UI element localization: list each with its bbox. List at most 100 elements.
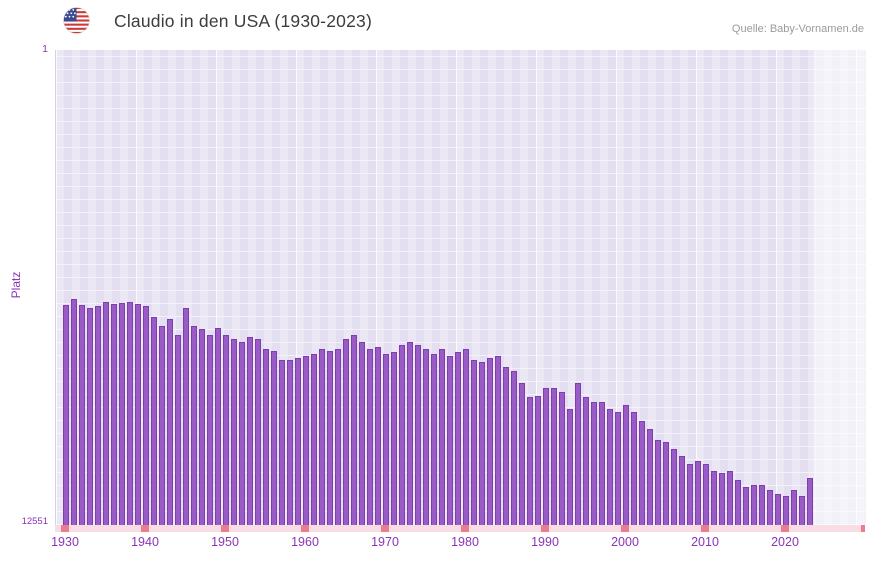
- bar-year-1933[interactable]: [87, 307, 93, 525]
- x-axis-label-1930: 1930: [51, 535, 79, 549]
- bar-year-1958[interactable]: [287, 359, 293, 525]
- bar-year-1988[interactable]: [527, 396, 533, 525]
- bar-year-1968[interactable]: [367, 349, 373, 525]
- bar-year-1949[interactable]: [215, 327, 221, 525]
- bar-year-1941[interactable]: [151, 316, 157, 525]
- bar-year-1952[interactable]: [239, 341, 245, 525]
- bar-year-1990[interactable]: [543, 388, 549, 525]
- bar-year-2008[interactable]: [687, 463, 693, 525]
- bar-year-2003[interactable]: [647, 428, 653, 525]
- bar-year-1992[interactable]: [559, 392, 565, 525]
- bar-year-1937[interactable]: [119, 302, 125, 525]
- bar-year-1931[interactable]: [71, 298, 77, 525]
- bar-year-1944[interactable]: [175, 335, 181, 525]
- bar-year-2020[interactable]: [783, 496, 789, 525]
- bar-year-1982[interactable]: [479, 361, 485, 525]
- bar-year-2015[interactable]: [743, 487, 749, 525]
- bar-year-1977[interactable]: [439, 349, 445, 525]
- bar-year-1966[interactable]: [351, 335, 357, 525]
- bar-year-2004[interactable]: [655, 439, 661, 525]
- bar-year-2014[interactable]: [735, 479, 741, 525]
- bar-year-1989[interactable]: [535, 395, 541, 525]
- bar-year-1965[interactable]: [343, 338, 349, 525]
- bar-year-1951[interactable]: [231, 338, 237, 525]
- bar-year-1955[interactable]: [263, 349, 269, 525]
- bar-year-1934[interactable]: [95, 306, 101, 525]
- bar-year-1957[interactable]: [279, 359, 285, 525]
- bar-year-2023[interactable]: [807, 477, 813, 525]
- bar-year-2000[interactable]: [623, 404, 629, 525]
- bar-year-1953[interactable]: [247, 337, 253, 525]
- bar-year-1940[interactable]: [143, 306, 149, 525]
- bar-year-1987[interactable]: [519, 382, 525, 525]
- bar-year-2001[interactable]: [631, 411, 637, 525]
- bar-year-1956[interactable]: [271, 350, 277, 525]
- bar-year-1943[interactable]: [167, 319, 173, 525]
- bar-year-1959[interactable]: [295, 357, 301, 525]
- bar-year-1947[interactable]: [199, 328, 205, 525]
- bar-year-1961[interactable]: [311, 354, 317, 525]
- x-axis-tick-1930: [61, 525, 69, 532]
- bar-year-1939[interactable]: [135, 303, 141, 525]
- bar-year-1997[interactable]: [599, 401, 605, 525]
- bar-year-1978[interactable]: [447, 356, 453, 525]
- bar-year-1946[interactable]: [191, 325, 197, 525]
- bar-year-2019[interactable]: [775, 494, 781, 525]
- bar-year-1938[interactable]: [127, 302, 133, 525]
- bar-year-2010[interactable]: [703, 463, 709, 525]
- bar-year-2016[interactable]: [751, 485, 757, 525]
- bar-year-1963[interactable]: [327, 350, 333, 525]
- bar-year-2022[interactable]: [799, 496, 805, 525]
- bar-year-1936[interactable]: [111, 303, 117, 525]
- chart-header: Claudio in den USA (1930-2023) Quelle: B…: [0, 0, 873, 46]
- plot-area[interactable]: [55, 50, 866, 525]
- bar-year-1964[interactable]: [335, 349, 341, 525]
- bar-year-2002[interactable]: [639, 420, 645, 525]
- bar-year-1945[interactable]: [183, 307, 189, 525]
- bar-year-2009[interactable]: [695, 461, 701, 525]
- bar-year-2005[interactable]: [663, 441, 669, 525]
- bar-year-1991[interactable]: [551, 388, 557, 525]
- bar-year-1996[interactable]: [591, 401, 597, 525]
- bar-year-1932[interactable]: [79, 305, 85, 525]
- bar-year-1972[interactable]: [399, 344, 405, 525]
- bar-year-1942[interactable]: [159, 325, 165, 525]
- bar-year-1935[interactable]: [103, 302, 109, 525]
- bar-year-1984[interactable]: [495, 355, 501, 525]
- bar-year-2017[interactable]: [759, 485, 765, 525]
- bar-year-1983[interactable]: [487, 357, 493, 525]
- bar-year-1974[interactable]: [415, 344, 421, 525]
- bar-year-1999[interactable]: [615, 411, 621, 525]
- bar-year-2006[interactable]: [671, 449, 677, 525]
- y-axis-min-label: 12551: [21, 516, 48, 527]
- bar-year-1998[interactable]: [607, 408, 613, 525]
- bar-year-1930[interactable]: [63, 305, 69, 525]
- bar-year-1986[interactable]: [511, 371, 517, 525]
- bar-year-1962[interactable]: [319, 349, 325, 525]
- bar-year-1967[interactable]: [359, 341, 365, 525]
- bar-year-2011[interactable]: [711, 470, 717, 525]
- bar-year-1981[interactable]: [471, 359, 477, 525]
- bar-year-2021[interactable]: [791, 489, 797, 525]
- bar-year-1980[interactable]: [463, 349, 469, 525]
- bar-year-1973[interactable]: [407, 341, 413, 525]
- bar-year-1970[interactable]: [383, 354, 389, 525]
- y-axis-max-label: 1: [42, 43, 48, 55]
- bar-year-1976[interactable]: [431, 354, 437, 525]
- bar-year-1971[interactable]: [391, 351, 397, 525]
- bar-year-2007[interactable]: [679, 456, 685, 525]
- bar-year-1948[interactable]: [207, 335, 213, 525]
- bar-year-1995[interactable]: [583, 396, 589, 525]
- bar-year-1994[interactable]: [575, 382, 581, 525]
- bar-year-1969[interactable]: [375, 346, 381, 525]
- bar-year-1954[interactable]: [255, 338, 261, 525]
- bar-year-1993[interactable]: [567, 408, 573, 525]
- bar-year-1975[interactable]: [423, 349, 429, 525]
- bar-year-1950[interactable]: [223, 335, 229, 525]
- bar-year-1960[interactable]: [303, 355, 309, 525]
- bar-year-1979[interactable]: [455, 351, 461, 525]
- bar-year-2018[interactable]: [767, 489, 773, 525]
- bar-year-2012[interactable]: [719, 472, 725, 525]
- bar-year-2013[interactable]: [727, 470, 733, 525]
- bar-year-1985[interactable]: [503, 366, 509, 525]
